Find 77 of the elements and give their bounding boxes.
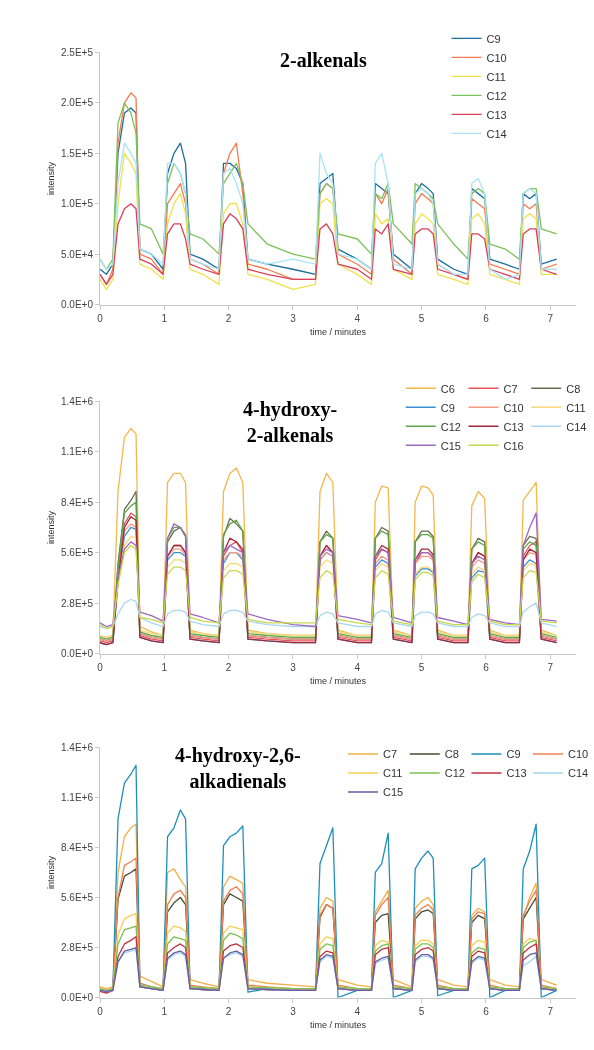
x-tick-label: 0 <box>97 1005 104 1017</box>
y-tick-label: 1.5E+5 <box>61 147 94 159</box>
x-tick-label: 4 <box>354 1005 361 1017</box>
legend-label: C12 <box>440 420 461 433</box>
y-tick-label: 1.1E+6 <box>61 446 94 458</box>
legend-label: C14 <box>568 767 589 780</box>
x-tick-label: 2 <box>225 1005 232 1017</box>
legend-label: C11 <box>382 767 403 780</box>
x-tick-label: 6 <box>483 661 490 673</box>
legend-label: C10 <box>503 401 524 414</box>
legend-label: C11 <box>566 401 586 414</box>
x-axis-title: time / minutes <box>309 1020 367 1031</box>
legend-label: C12 <box>444 767 465 780</box>
x-tick-label: 7 <box>547 312 554 324</box>
x-tick-label: 3 <box>290 661 297 673</box>
text: 4-hydroxy- 2-alkenals <box>243 398 338 446</box>
x-tick-label: 7 <box>547 661 554 673</box>
y-tick-label: 1.4E+6 <box>61 395 94 407</box>
x-tick-label: 1 <box>161 661 168 673</box>
legend-label: C14 <box>486 127 507 140</box>
y-tick-label: 2.0E+5 <box>61 97 94 109</box>
y-tick-label: 0.0E+0 <box>61 299 94 311</box>
legend-label: C16 <box>503 439 524 452</box>
x-axis-title: time / minutes <box>309 676 367 687</box>
y-tick-label: 8.4E+5 <box>61 496 94 508</box>
y-tick-label: 2.8E+5 <box>61 942 94 954</box>
x-tick-label: 7 <box>547 1005 554 1017</box>
legend-label: C15 <box>440 439 461 452</box>
x-axis-title: time / minutes <box>309 327 367 338</box>
chart-title: 2-alkenals <box>280 49 367 71</box>
x-tick-label: 4 <box>354 312 361 324</box>
legend-label: C6 <box>440 382 455 395</box>
x-tick-label: 5 <box>418 661 425 673</box>
y-axis-title: intensity <box>46 510 57 544</box>
legend-label: C10 <box>568 748 589 761</box>
x-tick-label: 3 <box>290 1005 297 1017</box>
y-axis-title: intensity <box>46 855 57 889</box>
legend-label: C15 <box>382 786 404 799</box>
x-tick-label: 2 <box>225 661 232 673</box>
x-tick-label: 1 <box>161 312 168 324</box>
x-tick-label: 6 <box>483 1005 490 1017</box>
y-tick-label: 1.0E+5 <box>61 198 94 210</box>
x-tick-label: 1 <box>161 1005 168 1017</box>
y-tick-label: 5.6E+5 <box>61 547 94 559</box>
legend-label: C9 <box>440 401 455 414</box>
y-tick-label: 2.5E+5 <box>61 46 94 58</box>
legend-label: C14 <box>566 420 587 433</box>
y-tick-label: 5.6E+5 <box>61 892 94 903</box>
y-axis-title: intensity <box>46 161 57 196</box>
text: 4-hydroxy-2,6- alkadienals <box>175 744 301 792</box>
y-tick-label: 0.0E+0 <box>61 992 94 1004</box>
x-tick-label: 2 <box>225 312 232 324</box>
legend-label: C13 <box>486 108 507 121</box>
legend-label: C9 <box>506 748 521 761</box>
legend-label: C8 <box>566 382 581 395</box>
y-tick-label: 2.8E+5 <box>61 597 94 609</box>
x-tick-label: 3 <box>290 312 297 324</box>
legend-label: C10 <box>486 51 507 64</box>
legend-label: C7 <box>382 748 398 761</box>
y-tick-label: 1.1E+6 <box>61 791 94 803</box>
y-tick-label: 0.0E+0 <box>61 648 94 660</box>
legend-label: C13 <box>506 767 527 780</box>
legend-label: C12 <box>486 89 507 102</box>
x-tick-label: 0 <box>97 661 104 673</box>
y-tick-label: 1.4E+6 <box>61 741 94 753</box>
x-tick-label: 4 <box>354 661 361 673</box>
legend-label: C13 <box>503 420 524 433</box>
x-tick-label: 6 <box>483 312 490 324</box>
legend-label: C9 <box>486 32 501 45</box>
x-tick-label: 5 <box>418 1005 425 1017</box>
x-tick-label: 0 <box>97 312 104 324</box>
y-tick-label: 5.0E+4 <box>61 248 94 260</box>
legend-label: C7 <box>503 382 518 395</box>
legend-label: C11 <box>486 70 506 83</box>
x-tick-label: 5 <box>418 312 425 324</box>
y-tick-label: 8.4E+5 <box>61 841 94 853</box>
legend-label: C8 <box>444 748 459 761</box>
